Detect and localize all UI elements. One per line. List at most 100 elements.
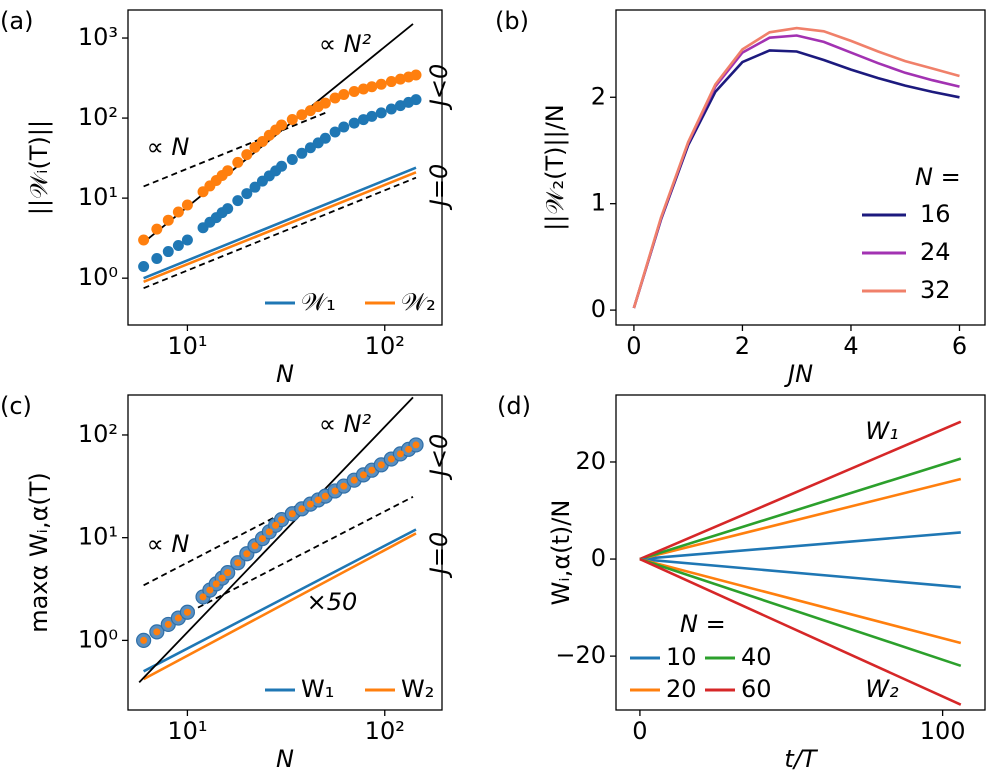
line-series — [632, 49, 960, 309]
line-series — [143, 171, 417, 284]
line-series — [639, 557, 962, 645]
legend-title: N = — [915, 163, 961, 191]
x-tick-label: 0 — [626, 332, 641, 360]
panel-label: (c) — [0, 392, 32, 420]
y-axis-label: ||𝒲ᵢ(T)|| — [25, 120, 53, 215]
data-point — [181, 199, 193, 211]
legend-title: N = — [680, 610, 726, 638]
x-tick-label: 2 — [735, 332, 750, 360]
data-point — [385, 103, 397, 115]
data-point — [241, 149, 253, 161]
annotation: J<0 — [425, 64, 453, 110]
data-point — [181, 234, 193, 246]
line-series — [639, 477, 962, 561]
data-point — [350, 476, 358, 484]
x-axis-label: t/T — [784, 745, 818, 773]
data-point — [348, 85, 360, 97]
legend-label: 𝒲₂ — [401, 288, 436, 316]
x-tick-label: 0 — [632, 717, 647, 745]
data-point — [138, 260, 150, 272]
data-point — [396, 450, 404, 458]
y-tick-label: 0 — [591, 295, 606, 323]
data-point — [258, 535, 266, 543]
data-point — [272, 521, 280, 529]
data-point — [357, 114, 369, 126]
data-point — [249, 181, 261, 193]
x-axis-label: JN — [784, 360, 813, 388]
data-point — [288, 510, 296, 518]
data-point — [377, 461, 385, 469]
data-point — [278, 516, 286, 524]
data-point — [251, 542, 259, 550]
line-series — [143, 166, 417, 280]
axes-frame — [127, 394, 443, 711]
data-point — [368, 466, 376, 474]
data-point — [276, 160, 288, 172]
legend-label: W₁ — [301, 675, 334, 703]
data-point — [319, 132, 331, 144]
y-tick-label: 10³ — [78, 23, 118, 51]
annotation: J<0 — [425, 434, 453, 480]
data-point — [162, 246, 174, 258]
data-point — [164, 620, 172, 628]
data-point — [314, 496, 322, 504]
data-point — [151, 223, 163, 235]
data-point — [405, 445, 413, 453]
data-point — [153, 628, 161, 636]
data-point — [138, 234, 150, 246]
line-series — [639, 557, 961, 589]
panel-label: (d) — [497, 392, 531, 420]
data-point — [340, 482, 348, 490]
y-axis-label: Wᵢ,α(t)/N — [547, 500, 575, 606]
y-tick-label: 20 — [575, 447, 606, 475]
data-point — [218, 574, 226, 582]
data-point — [319, 97, 331, 109]
legend-label: 60 — [741, 675, 772, 703]
data-point — [140, 636, 148, 644]
data-point — [243, 550, 251, 558]
line-series — [142, 532, 417, 681]
x-tick-label: 10¹ — [167, 332, 207, 360]
legend-label: W₂ — [401, 675, 434, 703]
annotation: ∝ N — [147, 530, 190, 558]
x-tick-label: 10² — [365, 717, 405, 745]
data-point — [375, 78, 387, 90]
line-series — [632, 26, 960, 309]
data-point — [306, 500, 314, 508]
data-point — [172, 206, 184, 218]
x-axis-label: N — [276, 360, 294, 388]
line-series — [639, 420, 962, 561]
line-series — [143, 110, 330, 188]
data-point — [212, 580, 220, 588]
data-point — [276, 119, 288, 131]
data-point — [331, 487, 339, 495]
legend-label: 10 — [666, 643, 697, 671]
data-point — [412, 441, 420, 449]
panel-label: (a) — [0, 7, 33, 35]
axes-frame — [615, 394, 986, 711]
legend-label: 32 — [920, 276, 951, 304]
y-tick-label: 0 — [591, 544, 606, 572]
data-point — [222, 165, 234, 177]
data-point — [162, 214, 174, 226]
legend-label: 40 — [741, 643, 772, 671]
data-point — [387, 455, 395, 463]
data-point — [357, 83, 369, 95]
data-point — [375, 107, 387, 119]
line-series — [639, 557, 962, 668]
data-point — [410, 94, 422, 106]
legend-label: 16 — [920, 200, 951, 228]
x-tick-label: 100 — [920, 717, 966, 745]
line-series — [639, 457, 962, 561]
y-tick-label: 10² — [78, 103, 118, 131]
data-point — [366, 110, 378, 122]
data-point — [172, 239, 184, 251]
x-tick-label: 10² — [365, 332, 405, 360]
data-point — [338, 121, 350, 133]
y-tick-label: 1 — [591, 189, 606, 217]
data-point — [265, 528, 273, 536]
legend-label: 𝒲₁ — [301, 288, 336, 316]
line-series — [142, 528, 417, 673]
